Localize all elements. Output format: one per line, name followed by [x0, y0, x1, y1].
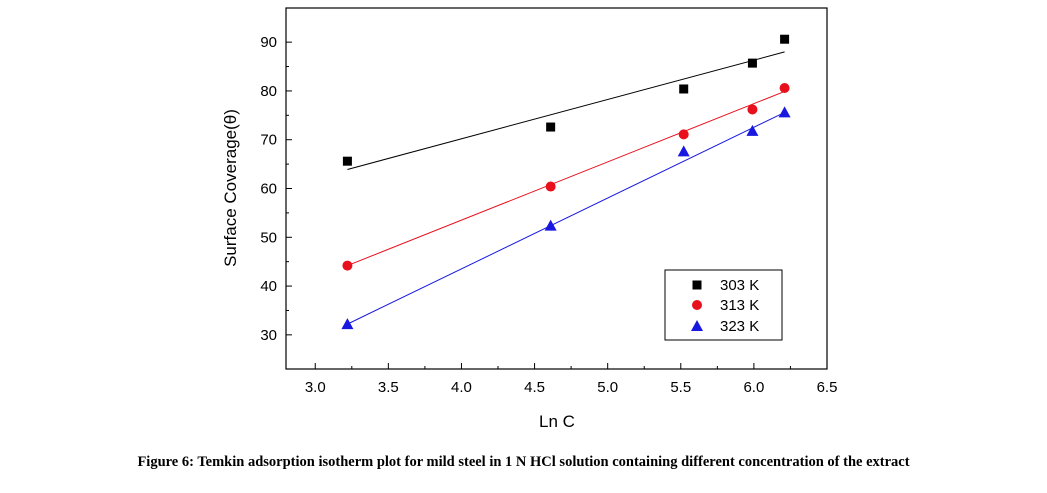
y-tick-label: 30 [260, 327, 277, 344]
legend: 303 K 313 K 323 K [664, 269, 783, 341]
legend-label-323k: 323 K [720, 318, 759, 335]
x-tick-label: 6.5 [817, 379, 838, 396]
legend-marker-323k [691, 320, 703, 331]
x-tick-label: 4.0 [451, 379, 472, 396]
x-axis-title: Ln C [539, 412, 575, 431]
data-point-323k [341, 318, 354, 330]
legend-marker-303k [692, 280, 702, 290]
data-point-323k [778, 106, 791, 118]
data-points [341, 34, 791, 330]
fit-line-313k [347, 90, 785, 267]
x-tick-label: 4.5 [524, 379, 545, 396]
x-tick-label: 3.5 [378, 379, 399, 396]
axis-ticks: 3.0 3.5 4.0 4.5 5.0 5.5 6.0 6.5 30 40 50 60 70 80 90 [260, 34, 837, 396]
fit-lines [347, 51, 785, 325]
y-tick-label: 80 [260, 83, 277, 100]
data-point-303k [780, 34, 790, 44]
data-point-313k [678, 129, 689, 140]
data-point-313k [342, 260, 353, 271]
x-tick-label: 5.5 [670, 379, 691, 396]
legend-box [664, 269, 783, 341]
y-tick-label: 60 [260, 181, 277, 198]
x-tick-label: 5.0 [597, 379, 618, 396]
fit-line-323k [347, 111, 785, 325]
data-point-323k [544, 219, 557, 231]
legend-label-303k: 303 K [720, 277, 759, 294]
y-tick-label: 90 [260, 34, 277, 51]
data-point-303k [546, 122, 556, 132]
data-point-313k [779, 83, 790, 94]
data-point-323k [677, 145, 690, 157]
x-tick-label: 3.0 [305, 379, 326, 396]
fit-line-303k [347, 51, 785, 170]
data-point-313k [545, 181, 556, 192]
figure-caption: Figure 6: Temkin adsorption isotherm plo… [137, 454, 910, 470]
data-point-303k [679, 84, 689, 94]
data-point-303k [747, 58, 757, 68]
y-tick-label: 40 [260, 278, 277, 295]
legend-markers [691, 280, 703, 331]
data-point-323k [746, 124, 759, 136]
data-point-303k [342, 156, 352, 166]
legend-label-313k: 313 K [720, 297, 759, 314]
x-tick-label: 6.0 [743, 379, 764, 396]
temkin-isotherm-chart: 3.0 3.5 4.0 4.5 5.0 5.5 6.0 6.5 30 40 50 60 70 80 90 L… [221, 7, 837, 431]
y-tick-label: 70 [260, 132, 277, 149]
legend-marker-313k [692, 300, 702, 310]
data-point-313k [747, 104, 758, 115]
y-axis-title: Surface Coverage(θ) [221, 109, 240, 267]
y-tick-label: 50 [260, 229, 277, 246]
